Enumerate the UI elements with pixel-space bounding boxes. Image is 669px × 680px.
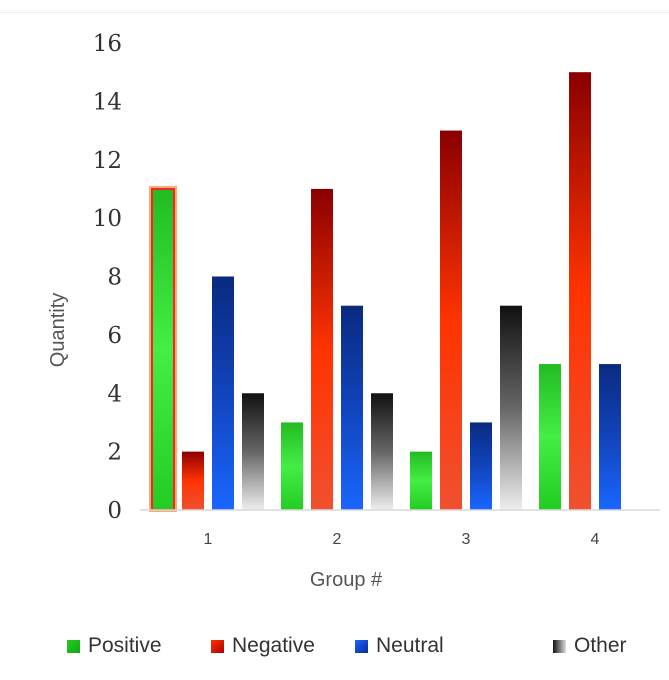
highlight-outline bbox=[149, 185, 177, 512]
legend-item-negative: Negative bbox=[211, 634, 315, 658]
bar-positive-group-3 bbox=[410, 451, 432, 510]
bar-positive-group-4 bbox=[539, 364, 561, 510]
bar-neutral-group-2 bbox=[341, 305, 363, 510]
legend-item-positive: Positive bbox=[67, 634, 162, 658]
bar-negative-group-1 bbox=[182, 451, 204, 510]
x-axis-title: Group # bbox=[310, 569, 383, 591]
y-axis-ticks: 0 2 4 6 8 10 12 14 16 bbox=[93, 31, 122, 524]
y-tick-label: 6 bbox=[107, 323, 122, 349]
legend-swatch-positive bbox=[67, 639, 80, 653]
y-tick-label: 16 bbox=[93, 31, 122, 57]
legend: Positive Negative Neutral Other bbox=[0, 634, 669, 668]
top-divider bbox=[0, 12, 669, 13]
bar-other-group-2 bbox=[371, 393, 393, 510]
bar-other-group-3 bbox=[500, 305, 522, 510]
y-tick-label: 14 bbox=[93, 89, 122, 115]
x-tick-label: 4 bbox=[591, 531, 600, 548]
y-tick-label: 4 bbox=[107, 381, 122, 407]
legend-swatch-negative bbox=[211, 639, 224, 653]
y-tick-label: 2 bbox=[107, 440, 122, 466]
bar-negative-group-3 bbox=[440, 130, 462, 510]
x-tick-label: 2 bbox=[333, 531, 342, 548]
bars-group bbox=[149, 72, 621, 512]
legend-label-other: Other bbox=[574, 634, 627, 657]
bar-neutral-group-1 bbox=[212, 276, 234, 510]
y-tick-label: 10 bbox=[93, 206, 122, 232]
bar-neutral-group-3 bbox=[470, 422, 492, 510]
y-axis-title: Quantity bbox=[47, 293, 69, 367]
bar-negative-group-4 bbox=[569, 72, 591, 510]
y-tick-label: 0 bbox=[107, 498, 122, 524]
legend-label-negative: Negative bbox=[232, 634, 315, 657]
x-tick-label: 3 bbox=[462, 531, 471, 548]
bar-positive-group-2 bbox=[281, 422, 303, 510]
y-tick-label: 8 bbox=[107, 265, 122, 291]
y-tick-label: 12 bbox=[93, 148, 122, 174]
x-tick-label: 1 bbox=[204, 531, 213, 548]
bar-other-group-1 bbox=[242, 393, 264, 510]
bar-neutral-group-4 bbox=[599, 364, 621, 510]
legend-item-other: Other bbox=[553, 634, 627, 658]
x-axis-ticks: 1 2 3 4 bbox=[204, 531, 600, 548]
bar-negative-group-2 bbox=[311, 188, 333, 510]
legend-swatch-other bbox=[553, 639, 566, 653]
legend-swatch-neutral bbox=[355, 639, 368, 653]
bar-positive-group-1 bbox=[151, 187, 175, 511]
legend-item-neutral: Neutral bbox=[355, 634, 444, 658]
legend-label-neutral: Neutral bbox=[376, 634, 444, 657]
legend-label-positive: Positive bbox=[88, 634, 162, 657]
